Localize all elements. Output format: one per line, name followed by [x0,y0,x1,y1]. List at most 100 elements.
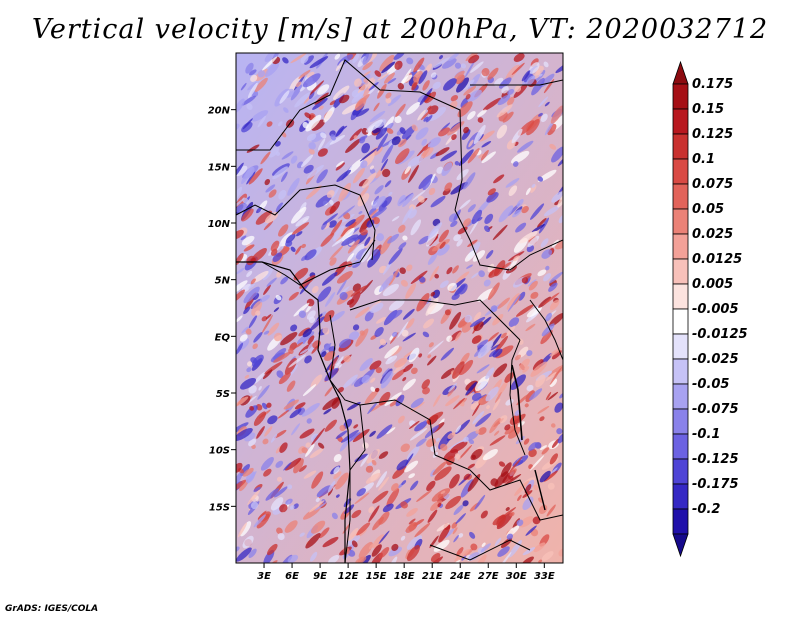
field-patch [488,282,500,300]
field-patch [311,119,326,131]
field-patch [374,70,382,77]
field-patch [495,335,509,352]
field-patch [464,250,476,262]
field-patch [299,532,305,537]
field-patch [359,148,378,162]
field-patch [339,94,350,104]
field-patch [372,217,380,225]
field-patch [441,367,455,380]
field-patch [309,551,318,562]
field-patch [319,527,330,539]
field-patch [469,316,486,328]
field-patch [368,208,379,218]
field-patch [406,57,414,65]
field-patch [278,189,287,200]
field-patch [294,342,304,349]
field-patch [352,428,370,443]
field-patch [345,138,362,153]
field-patch [247,489,261,506]
field-patch [454,331,462,342]
field-patch [549,453,558,465]
field-patch [464,59,476,79]
field-patch [379,274,394,293]
field-patch [378,451,389,459]
colorbar-box [672,208,689,235]
field-patch [301,402,320,417]
field-patch [557,433,563,444]
field-patch [496,104,513,118]
field-patch [546,504,556,517]
field-patch [396,459,409,471]
field-patch [303,470,317,479]
field-patch [418,353,423,358]
colorbar-label: 0.005 [692,277,733,292]
field-patch [236,315,243,323]
field-patch [401,480,407,486]
field-patch [493,174,505,184]
field-patch [293,302,310,317]
field-patch [477,109,487,117]
field-patch [547,482,555,490]
field-patch [250,74,258,82]
field-patch [500,462,512,477]
field-patch [496,124,508,139]
field-patch [356,488,367,497]
field-patch [299,348,310,355]
field-patch [265,184,276,193]
field-patch [539,470,551,483]
field-patch [445,495,462,510]
field-patch [331,186,340,199]
field-patch [438,524,451,543]
field-patch [276,370,284,378]
field-patch [539,416,545,422]
field-patch [290,84,303,101]
field-patch [467,148,480,164]
field-patch [347,535,361,546]
field-patch [304,55,314,65]
field-patch [355,307,370,319]
field-patch [269,146,280,158]
field-patch [402,378,416,391]
field-patch [306,310,316,320]
field-patch [464,314,473,323]
field-patch [248,314,258,329]
colorbar: 0.175 0.15 0.125 0.1 0.075 0.05 0.025 0.0125 0.0… [672,60,748,558]
field-patch [537,176,544,182]
field-patch [531,224,545,233]
field-patch [430,72,437,78]
field-patch [323,137,336,150]
field-patch [427,509,438,523]
field-patch [350,285,367,297]
field-patch [448,438,467,450]
field-patch [470,543,478,551]
field-patch [541,447,550,455]
field-patch [246,144,260,153]
field-patch [380,370,393,389]
field-patch [432,461,447,476]
field-patch [551,146,563,163]
field-patch [530,203,545,220]
field-patch [387,356,393,361]
field-patch [323,408,332,415]
field-patch [277,532,285,541]
field-patch [281,151,294,160]
field-patch [450,441,468,453]
field-patch [308,142,316,150]
field-patch [514,85,522,93]
field-patch [487,67,499,80]
field-patch [385,92,392,99]
field-patch [327,487,334,496]
field-patch [516,519,524,527]
field-patch [310,374,323,389]
field-patch [262,56,278,71]
field-patch [345,219,356,227]
field-patch [275,202,284,213]
field-patch [447,432,456,439]
field-patch [316,485,332,498]
field-patch [271,560,278,563]
field-patch [270,497,284,511]
field-patch [335,472,349,490]
field-patch [291,206,307,224]
field-patch [366,219,375,228]
colorbar-label: 0.125 [692,127,733,142]
